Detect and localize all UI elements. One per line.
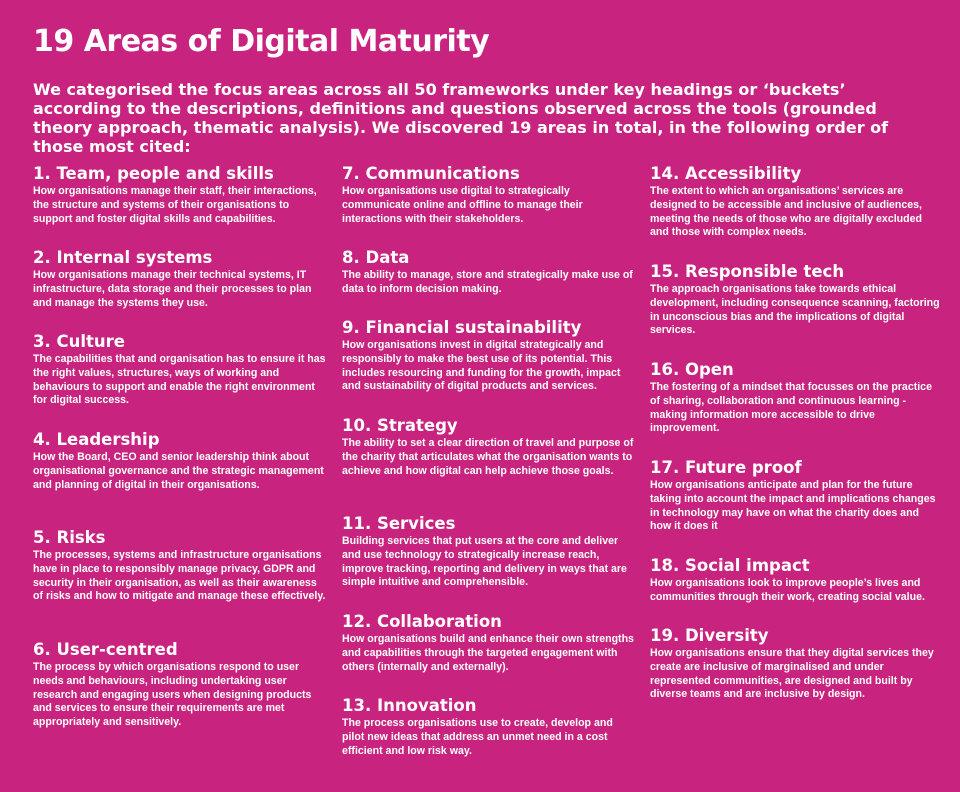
area-future-proof: 17. Future proof How organisations antic… xyxy=(650,458,940,534)
area-title: 18. Social impact xyxy=(650,556,810,575)
area-description: How organisations anticipate and plan fo… xyxy=(650,479,936,533)
area-services: 11. Services Building services that put … xyxy=(342,514,637,590)
area-title: 11. Services xyxy=(342,514,456,533)
area-description: The process organisations use to create,… xyxy=(342,717,613,757)
area-financial-sustainability: 9. Financial sustainability How organisa… xyxy=(342,318,637,394)
area-description: How organisations manage their technical… xyxy=(33,269,312,309)
intro-text: We categorised the focus areas across al… xyxy=(33,80,889,156)
area-data: 8. Data The ability to manage, store and… xyxy=(342,248,637,297)
area-description: How organisations use digital to strateg… xyxy=(342,185,583,225)
area-responsible-tech: 15. Responsible tech The approach organi… xyxy=(650,262,940,338)
area-description: The fostering of a mindset that focusses… xyxy=(650,381,932,435)
area-description: The approach organisations take towards … xyxy=(650,283,940,337)
area-accessibility: 14. Accessibility The extent to which an… xyxy=(650,164,940,240)
area-description: How organisations look to improve people… xyxy=(650,577,925,603)
area-open: 16. Open The fostering of a mindset that… xyxy=(650,360,940,436)
area-description: The ability to manage, store and strateg… xyxy=(342,269,633,295)
area-innovation: 13. Innovation The process organisations… xyxy=(342,696,637,758)
area-description: The ability to set a clear direction of … xyxy=(342,437,634,477)
area-title: 1. Team, people and skills xyxy=(33,164,274,183)
area-title: 6. User-centred xyxy=(33,640,178,659)
area-title: 12. Collaboration xyxy=(342,612,502,631)
area-social-impact: 18. Social impact How organisations look… xyxy=(650,556,940,605)
area-collaboration: 12. Collaboration How organisations buil… xyxy=(342,612,637,674)
area-description: How organisations build and enhance thei… xyxy=(342,633,634,673)
area-description: How organisations invest in digital stra… xyxy=(342,339,621,393)
area-strategy: 10. Strategy The ability to set a clear … xyxy=(342,416,637,478)
area-title: 19. Diversity xyxy=(650,626,769,645)
area-description: How organisations ensure that they digit… xyxy=(650,647,934,701)
area-title: 15. Responsible tech xyxy=(650,262,845,281)
area-title: 17. Future proof xyxy=(650,458,802,477)
area-title: 7. Communications xyxy=(342,164,520,183)
area-description: How the Board, CEO and senior leadership… xyxy=(33,451,324,491)
page-title: 19 Areas of Digital Maturity xyxy=(33,24,490,59)
area-title: 9. Financial sustainability xyxy=(342,318,582,337)
area-internal-systems: 2. Internal systems How organisations ma… xyxy=(33,248,328,310)
area-title: 10. Strategy xyxy=(342,416,458,435)
area-communications: 7. Communications How organisations use … xyxy=(342,164,637,226)
area-description: The processes, systems and infrastructur… xyxy=(33,549,326,603)
area-title: 4. Leadership xyxy=(33,430,160,449)
area-title: 2. Internal systems xyxy=(33,248,213,267)
area-description: The capabilities that and organisation h… xyxy=(33,353,326,407)
area-title: 5. Risks xyxy=(33,528,106,547)
area-description: The extent to which an organisations’ se… xyxy=(650,185,922,239)
area-title: 13. Innovation xyxy=(342,696,477,715)
area-risks: 5. Risks The processes, systems and infr… xyxy=(33,528,328,604)
area-title: 3. Culture xyxy=(33,332,125,351)
area-title: 14. Accessibility xyxy=(650,164,802,183)
area-description: How organisations manage their staff, th… xyxy=(33,185,317,225)
area-culture: 3. Culture The capabilities that and org… xyxy=(33,332,328,408)
area-team-people-skills: 1. Team, people and skills How organisat… xyxy=(33,164,328,226)
area-diversity: 19. Diversity How organisations ensure t… xyxy=(650,626,940,702)
area-title: 16. Open xyxy=(650,360,734,379)
area-title: 8. Data xyxy=(342,248,410,267)
area-leadership: 4. Leadership How the Board, CEO and sen… xyxy=(33,430,328,492)
area-user-centred: 6. User-centred The process by which org… xyxy=(33,640,328,730)
area-description: The process by which organisations respo… xyxy=(33,661,312,729)
area-description: Building services that put users at the … xyxy=(342,535,627,589)
